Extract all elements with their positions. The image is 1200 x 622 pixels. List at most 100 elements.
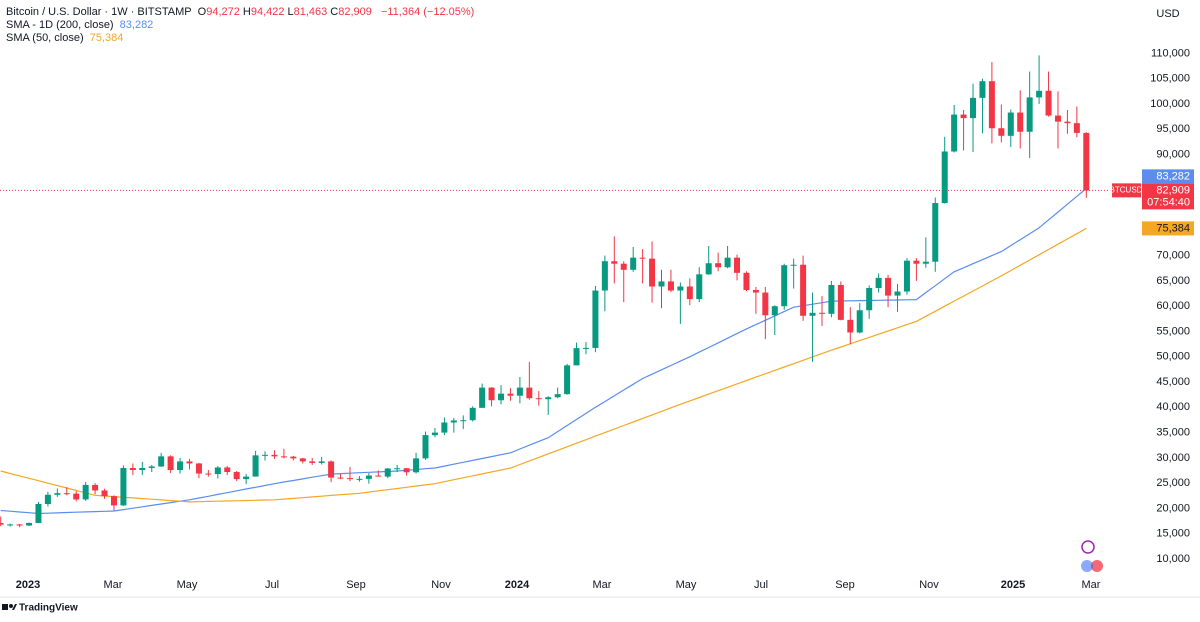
- y-tick-label: 25,000: [1156, 477, 1190, 489]
- ohlc-value: 94,272: [206, 6, 240, 18]
- y-tick-label: 65,000: [1156, 275, 1190, 287]
- candle-body: [469, 407, 476, 421]
- y-tick-label: 95,000: [1156, 123, 1190, 135]
- sma-line: [0, 227, 1087, 503]
- candle-body: [885, 277, 892, 296]
- candle-body: [92, 484, 99, 491]
- candle-body: [365, 475, 372, 479]
- y-tick-label: 100,000: [1150, 98, 1190, 110]
- ohlc-key: O: [197, 6, 207, 18]
- x-tick-label: Sep: [835, 579, 855, 591]
- ohlc-value: 81,463: [293, 6, 328, 18]
- candle-body: [1026, 97, 1033, 132]
- candle-body: [63, 493, 70, 495]
- candle-body: [224, 467, 231, 473]
- candle-body: [951, 114, 958, 152]
- candle-body: [1017, 112, 1024, 132]
- y-tick-label: 90,000: [1156, 148, 1190, 160]
- candle-body: [337, 477, 344, 479]
- candle-body: [545, 397, 552, 400]
- candle-body: [498, 393, 505, 401]
- candle-body: [403, 468, 410, 473]
- candle-body: [1054, 115, 1061, 122]
- x-tick-label: 2024: [505, 579, 530, 591]
- candle-body: [1036, 90, 1043, 98]
- candle-body: [743, 272, 750, 291]
- candle-body: [1083, 132, 1090, 191]
- candle-body: [101, 490, 108, 497]
- ohlc-key: H: [242, 6, 251, 18]
- candle-body: [252, 455, 259, 477]
- candle-body: [1064, 121, 1071, 124]
- candle-body: [73, 493, 80, 500]
- y-tick-label: 110,000: [1151, 47, 1190, 59]
- candle-body: [913, 260, 920, 264]
- x-tick-label: Mar: [593, 579, 612, 591]
- y-tick-label: 40,000: [1156, 401, 1190, 413]
- ohlc-key: C: [330, 6, 339, 18]
- candle-body: [630, 257, 637, 270]
- y-tick-label: 20,000: [1156, 502, 1190, 514]
- candle-body: [535, 398, 542, 400]
- x-tick-label: Mar: [104, 579, 123, 591]
- y-tick-label: 10,000: [1156, 553, 1190, 565]
- candle-body: [639, 257, 646, 259]
- candle-body: [790, 264, 797, 266]
- candle-body: [195, 463, 202, 474]
- candle-body: [686, 286, 693, 300]
- y-tick-label: 35,000: [1156, 427, 1190, 439]
- candle-body: [450, 420, 457, 423]
- countdown: 07:54:40: [1147, 196, 1190, 208]
- price-label-box: [1142, 183, 1194, 210]
- candle-body: [54, 493, 61, 495]
- candle-body: [7, 524, 14, 526]
- candle-body: [507, 393, 514, 396]
- candle-body: [167, 456, 174, 471]
- x-tick-label: Mar: [1082, 579, 1101, 591]
- candle-body: [460, 420, 467, 422]
- candle-body: [970, 97, 977, 119]
- candle-body: [205, 473, 212, 475]
- candle-body: [752, 290, 759, 293]
- candle-body: [715, 263, 722, 268]
- candle-body: [186, 461, 193, 464]
- candle-body: [582, 347, 589, 349]
- candle-body: [479, 387, 486, 408]
- candle-body: [431, 432, 438, 436]
- candle-body: [847, 319, 854, 333]
- candle-body: [0, 523, 4, 525]
- candle-body: [658, 281, 665, 287]
- candle-body: [554, 394, 561, 398]
- candle-body: [148, 466, 155, 468]
- candle-body: [922, 261, 929, 264]
- candle-body: [866, 287, 873, 311]
- symbol-title: Bitcoin / U.S. Dollar · 1W · BITSTAMP: [6, 6, 192, 18]
- event-icons: [1081, 540, 1103, 572]
- candle-body: [375, 475, 382, 477]
- candle-body: [771, 306, 778, 316]
- candle-body: [781, 265, 788, 307]
- y-tick-label: 55,000: [1156, 325, 1190, 337]
- candle-body: [328, 461, 335, 478]
- sma-price-box: [1142, 221, 1194, 236]
- candle-body: [960, 114, 967, 119]
- candle-body: [667, 281, 674, 291]
- candle-body: [573, 348, 580, 366]
- candle-body: [516, 387, 523, 396]
- candle-body: [979, 81, 986, 98]
- candle-body: [696, 274, 703, 300]
- candle-body: [800, 264, 807, 316]
- y-tick-label: 105,000: [1150, 73, 1190, 85]
- x-tick-label: May: [676, 579, 697, 591]
- candle-body: [441, 422, 448, 433]
- candle-body: [488, 387, 495, 401]
- x-tick-label: Sep: [346, 579, 366, 591]
- candle-body: [262, 454, 269, 456]
- candle-body: [762, 292, 769, 316]
- candle-body: [16, 524, 23, 526]
- legend-value: 75,384: [89, 32, 124, 44]
- y-tick-label: 50,000: [1156, 351, 1190, 363]
- candle-body: [941, 151, 948, 204]
- candle-body: [856, 310, 863, 333]
